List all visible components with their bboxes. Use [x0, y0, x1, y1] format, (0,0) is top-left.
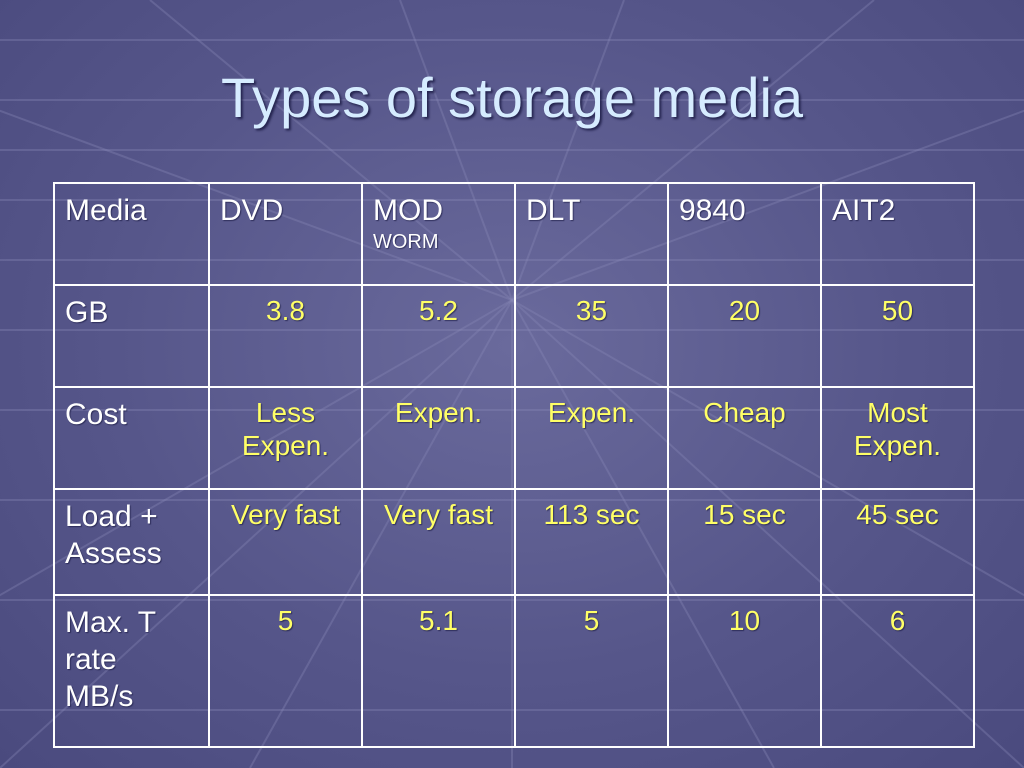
cell-load-mod: Very fast	[361, 488, 516, 596]
row-label-gb: GB	[53, 284, 210, 388]
header-mod: MOD WORM	[361, 182, 516, 286]
cell-gb-mod: 5.2	[361, 284, 516, 388]
header-dlt: DLT	[514, 182, 669, 286]
row-label-max-rate: Max. T rate MB/s	[53, 594, 210, 748]
slide-title: Types of storage media	[220, 66, 804, 129]
cell-cost-ait2: Most Expen.	[820, 386, 975, 490]
cell-cost-dlt: Expen.	[514, 386, 669, 490]
cell-gb-9840: 20	[667, 284, 822, 388]
row-label-load-assess: Load + Assess	[53, 488, 210, 596]
cell-rate-dlt: 5	[514, 594, 669, 748]
cell-gb-ait2: 50	[820, 284, 975, 388]
header-mod-sublabel: WORM	[373, 231, 439, 253]
cell-cost-dvd: Less Expen.	[208, 386, 363, 490]
header-media: Media	[53, 182, 210, 286]
cell-gb-dlt: 35	[514, 284, 669, 388]
cell-load-ait2: 45 sec	[820, 488, 975, 596]
table-row-gb: GB 3.8 5.2 35 20 50	[53, 284, 975, 388]
cell-cost-mod: Expen.	[361, 386, 516, 490]
table-row-load-assess: Load + Assess Very fast Very fast 113 se…	[53, 488, 975, 596]
storage-media-table: Media DVD MOD WORM DLT 9840 AIT2 GB 3.8 …	[53, 182, 975, 748]
table-row-cost: Cost Less Expen. Expen. Expen. Cheap Mos…	[53, 386, 975, 490]
cell-rate-ait2: 6	[820, 594, 975, 748]
header-ait2: AIT2	[820, 182, 975, 286]
table-row-max-rate: Max. T rate MB/s 5 5.1 5 10 6	[53, 594, 975, 748]
header-mod-label: MOD	[373, 194, 443, 227]
cell-cost-9840: Cheap	[667, 386, 822, 490]
cell-rate-9840: 10	[667, 594, 822, 748]
cell-rate-dvd: 5	[208, 594, 363, 748]
cell-load-dvd: Very fast	[208, 488, 363, 596]
header-dvd: DVD	[208, 182, 363, 286]
row-label-cost: Cost	[53, 386, 210, 490]
cell-load-9840: 15 sec	[667, 488, 822, 596]
cell-rate-mod: 5.1	[361, 594, 516, 748]
header-9840: 9840	[667, 182, 822, 286]
table-header-row: Media DVD MOD WORM DLT 9840 AIT2	[53, 182, 975, 286]
cell-gb-dvd: 3.8	[208, 284, 363, 388]
cell-load-dlt: 113 sec	[514, 488, 669, 596]
